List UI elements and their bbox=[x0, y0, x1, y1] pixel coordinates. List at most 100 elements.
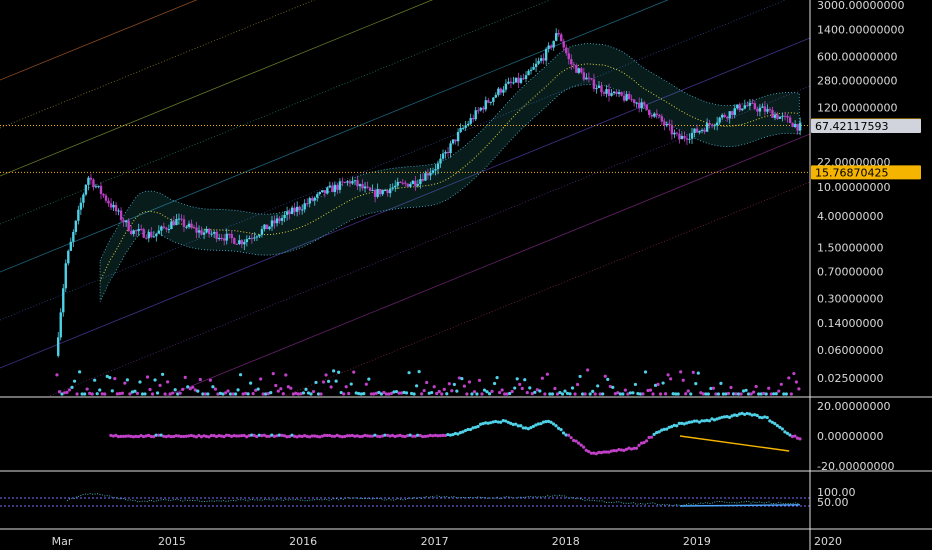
oscillator-dot bbox=[665, 427, 669, 431]
candle bbox=[238, 234, 241, 246]
volume-dot bbox=[470, 392, 474, 396]
volume-dot bbox=[372, 392, 376, 396]
oscillator-dot bbox=[401, 434, 405, 438]
oscillator-dot bbox=[592, 451, 596, 455]
candle bbox=[783, 111, 787, 121]
oscillator-dot bbox=[375, 434, 380, 438]
candle bbox=[273, 215, 276, 229]
candle bbox=[758, 103, 762, 117]
volume-dot bbox=[140, 392, 145, 396]
volume-dot bbox=[394, 389, 399, 394]
oscillator-dot bbox=[146, 433, 151, 437]
oscillator-dot bbox=[441, 433, 445, 437]
candle bbox=[62, 283, 65, 317]
candle bbox=[612, 90, 616, 96]
volume-dot bbox=[691, 370, 695, 374]
candle bbox=[738, 102, 741, 113]
candle bbox=[326, 186, 329, 195]
volume-dot bbox=[646, 388, 650, 393]
candle bbox=[426, 168, 430, 180]
candle bbox=[391, 183, 394, 191]
candle bbox=[92, 178, 95, 191]
candle bbox=[524, 71, 528, 83]
volume-dot bbox=[349, 382, 353, 386]
candle bbox=[756, 106, 759, 117]
oscillator-dot bbox=[745, 411, 749, 416]
volume-dot bbox=[437, 389, 441, 394]
oscillator-dot bbox=[473, 425, 478, 429]
candle bbox=[235, 243, 238, 245]
oscillator-dot bbox=[287, 434, 292, 439]
oscillator-dot bbox=[546, 419, 551, 423]
oscillator-dot bbox=[589, 451, 593, 455]
candle bbox=[338, 178, 342, 194]
candle bbox=[124, 219, 128, 227]
oscillator-dot bbox=[783, 430, 787, 434]
volume-dot bbox=[704, 392, 708, 396]
candle bbox=[356, 175, 359, 190]
volume-dot bbox=[409, 391, 414, 396]
volume-dot bbox=[520, 386, 524, 391]
candle bbox=[731, 110, 734, 120]
oscillator-dot bbox=[144, 434, 148, 438]
volume-dot bbox=[749, 392, 753, 396]
volume-dot bbox=[503, 392, 507, 396]
volume-dot bbox=[533, 390, 537, 394]
oscillator-dot bbox=[634, 446, 639, 450]
oscillator-dot bbox=[343, 434, 347, 439]
volume-dot bbox=[764, 392, 768, 396]
candle bbox=[763, 100, 767, 116]
volume-dot bbox=[472, 390, 477, 394]
oscillator-dot bbox=[491, 420, 495, 424]
oscillator-pane bbox=[109, 411, 802, 456]
volume-dot bbox=[95, 392, 99, 396]
oscillator-dot bbox=[516, 424, 520, 428]
volume-dot bbox=[550, 392, 555, 396]
oscillator-dot bbox=[277, 433, 281, 437]
regression-channel bbox=[0, 0, 810, 396]
candle bbox=[336, 182, 339, 194]
candle bbox=[695, 124, 699, 134]
volume-dot bbox=[62, 391, 67, 395]
candle bbox=[489, 101, 493, 106]
candle bbox=[167, 224, 171, 234]
oscillator-dot bbox=[750, 413, 754, 417]
candle bbox=[97, 185, 100, 189]
candle bbox=[69, 237, 73, 252]
oscillator-dot bbox=[612, 449, 616, 453]
volume-dot bbox=[490, 389, 494, 393]
oscillator-dot bbox=[551, 422, 556, 426]
volume-dot bbox=[133, 389, 137, 393]
candle bbox=[464, 120, 467, 131]
volume-dot bbox=[347, 391, 351, 396]
candle bbox=[74, 220, 78, 235]
candle bbox=[414, 176, 417, 191]
candle bbox=[461, 125, 465, 131]
volume-dot bbox=[425, 380, 429, 385]
oscillator-dot bbox=[237, 434, 241, 438]
oscillator-dot bbox=[149, 434, 153, 439]
candle bbox=[341, 177, 344, 187]
volume-dot bbox=[535, 388, 539, 392]
oscillator-dot bbox=[695, 419, 699, 423]
volume-dot bbox=[231, 392, 235, 396]
candle bbox=[497, 87, 500, 97]
candle bbox=[658, 113, 661, 118]
oscillator-dot bbox=[167, 434, 171, 438]
volume-dot bbox=[591, 389, 595, 393]
oscillator-dot bbox=[602, 450, 606, 454]
oscillator-dot bbox=[207, 435, 211, 439]
oscillator-dot bbox=[461, 430, 465, 434]
candle bbox=[678, 129, 681, 144]
volume-dot bbox=[344, 385, 348, 389]
candle bbox=[248, 235, 251, 240]
volume-dot bbox=[601, 392, 605, 396]
oscillator-dot bbox=[245, 435, 249, 439]
candle bbox=[346, 179, 349, 186]
volume-dot bbox=[442, 387, 446, 391]
candle bbox=[421, 173, 425, 182]
candle bbox=[351, 176, 354, 185]
volume-dot bbox=[85, 387, 89, 391]
volume-dot bbox=[757, 392, 761, 396]
